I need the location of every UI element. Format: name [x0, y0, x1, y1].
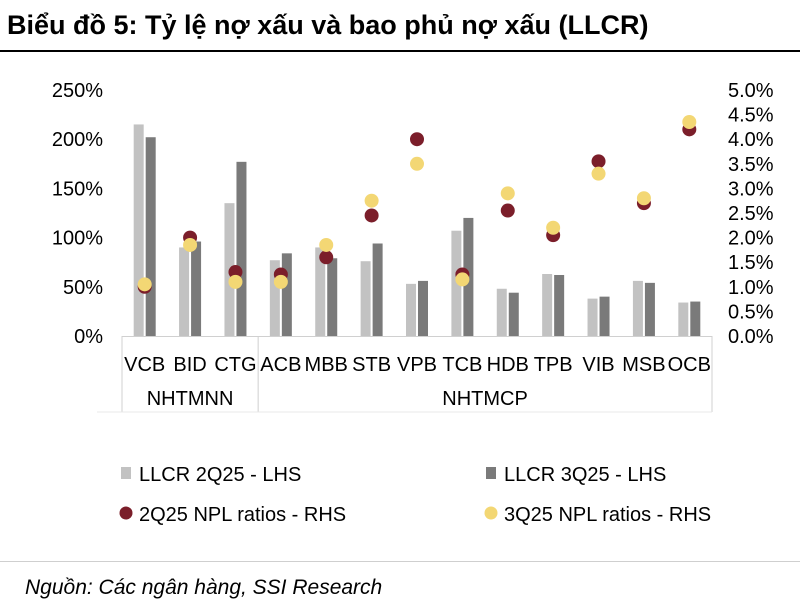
category-label: TCB [442, 354, 482, 376]
bar-llcr-2q25 [133, 124, 144, 336]
bar-llcr-3q25 [327, 258, 338, 336]
left-tick-label: 250% [52, 80, 103, 102]
legend-label: LLCR 3Q25 - LHS [504, 464, 666, 486]
right-tick-label: 3.5% [728, 154, 774, 176]
chart-legend: LLCR 2Q25 - LHS LLCR 3Q25 - LHS 2Q25 NPL r… [119, 464, 711, 526]
category-axis: VCB BID CTG ACB MBB STB VPB TCB HDB TPB VIB MSB OCB N… [97, 336, 713, 413]
right-tick-label: 0.0% [728, 326, 774, 348]
title-rule [0, 50, 800, 52]
dot-npl-3q25 [455, 272, 470, 287]
right-tick-label: 1.0% [728, 277, 774, 299]
dot-npl-3q25 [137, 277, 152, 292]
dot-npl-2q25 [228, 265, 243, 280]
category-label: OCB [668, 354, 711, 376]
bar-llcr-2q25 [315, 247, 326, 336]
category-label: MBB [305, 354, 348, 376]
dot-npl-3q25 [636, 191, 651, 206]
bar-llcr-2q25 [496, 288, 507, 336]
dot-npl-3q25 [546, 220, 561, 235]
group-label: NHTMNN [147, 388, 234, 410]
category-label: HDB [487, 354, 529, 376]
dot-npl-2q25 [591, 154, 606, 169]
legend-swatch [484, 506, 498, 520]
dot-npl-3q25 [591, 166, 606, 181]
dot-npl-3q25 [682, 114, 697, 129]
category-label: BID [173, 354, 206, 376]
right-tick-label: 0.5% [728, 301, 774, 323]
legend-label: 3Q25 NPL ratios - RHS [504, 504, 711, 526]
dot-npl-3q25 [319, 237, 334, 252]
category-label: CTG [214, 354, 256, 376]
source-note: Nguồn: Các ngân hàng, SSI Research [25, 576, 383, 599]
bar-llcr-2q25 [269, 260, 280, 336]
right-tick-label: 4.5% [728, 105, 774, 127]
right-axis-ticks: 0.0% 0.5%1.0% 1.5%2.0% 2.5% 3.0%3.5% 4.0%4.5%… [728, 80, 774, 348]
category-label: MSB [622, 354, 665, 376]
category-label: VPB [397, 354, 437, 376]
right-tick-label: 1.5% [728, 252, 774, 274]
legend-swatch [486, 467, 496, 479]
bar-llcr-2q25 [406, 283, 416, 336]
bar-llcr-2q25 [587, 298, 598, 336]
bar-llcr-2q25 [678, 302, 689, 336]
bar-llcr-2q25 [542, 274, 553, 336]
category-label: TPB [534, 354, 573, 376]
bar-llcr-3q25 [599, 296, 610, 336]
bar-llcr-3q25 [508, 292, 519, 336]
right-tick-label: 5.0% [728, 80, 774, 102]
left-tick-label: 200% [52, 129, 103, 151]
bar-llcr-3q25 [281, 253, 292, 336]
bar-llcr-3q25 [418, 280, 428, 336]
dot-npl-2q25 [500, 203, 515, 218]
right-tick-label: 2.0% [728, 228, 774, 250]
bar-llcr-2q25 [360, 261, 371, 336]
bar-llcr-3q25 [554, 274, 565, 336]
category-label: ACB [260, 354, 301, 376]
left-tick-label: 150% [52, 178, 103, 200]
bar-llcr-3q25 [236, 161, 247, 336]
right-tick-label: 2.5% [728, 203, 774, 225]
category-label: VCB [124, 354, 165, 376]
legend-swatch [121, 467, 131, 479]
source-rule [0, 561, 800, 562]
dot-npl-3q25 [273, 274, 288, 289]
right-tick-label: 3.0% [728, 178, 774, 200]
bar-llcr-3q25 [191, 241, 202, 336]
left-tick-label: 100% [52, 228, 103, 250]
dot-npl-3q25 [364, 193, 379, 208]
left-tick-label: 0% [74, 326, 103, 348]
bar-llcr-3q25 [644, 282, 655, 336]
dot-npl-2q25 [319, 250, 334, 265]
group-label: NHTMCP [442, 388, 528, 410]
dot-npl-3q25 [228, 274, 243, 289]
legend-swatch [119, 506, 133, 520]
bar-llcr-2q25 [179, 247, 190, 336]
left-axis-ticks: 0% 50% 100% 150% 200% 250% [52, 80, 103, 348]
dot-npl-2q25 [410, 132, 424, 147]
scatter-series [137, 114, 697, 294]
legend-label: 2Q25 NPL ratios - RHS [139, 504, 346, 526]
dot-npl-3q25 [500, 186, 515, 201]
bar-series [133, 124, 701, 336]
left-tick-label: 50% [63, 277, 103, 299]
dot-npl-2q25 [364, 208, 379, 223]
bar-llcr-3q25 [145, 137, 156, 336]
dot-npl-3q25 [183, 237, 198, 252]
chart-title: Biểu đồ 5: Tỷ lệ nợ xấu và bao phủ nợ xấ… [7, 10, 649, 40]
bar-llcr-2q25 [632, 280, 643, 336]
bar-llcr-2q25 [451, 230, 462, 336]
dot-npl-3q25 [410, 156, 424, 171]
category-label: STB [352, 354, 391, 376]
right-tick-label: 4.0% [728, 129, 774, 151]
category-label: VIB [582, 354, 614, 376]
legend-label: LLCR 2Q25 - LHS [139, 464, 301, 486]
llcr-npl-chart: 0%50%100%150%200%250% 0.0%0.5%1.0%1.5%2.… [52, 80, 774, 526]
bar-llcr-3q25 [372, 243, 383, 336]
bar-llcr-3q25 [690, 301, 701, 336]
